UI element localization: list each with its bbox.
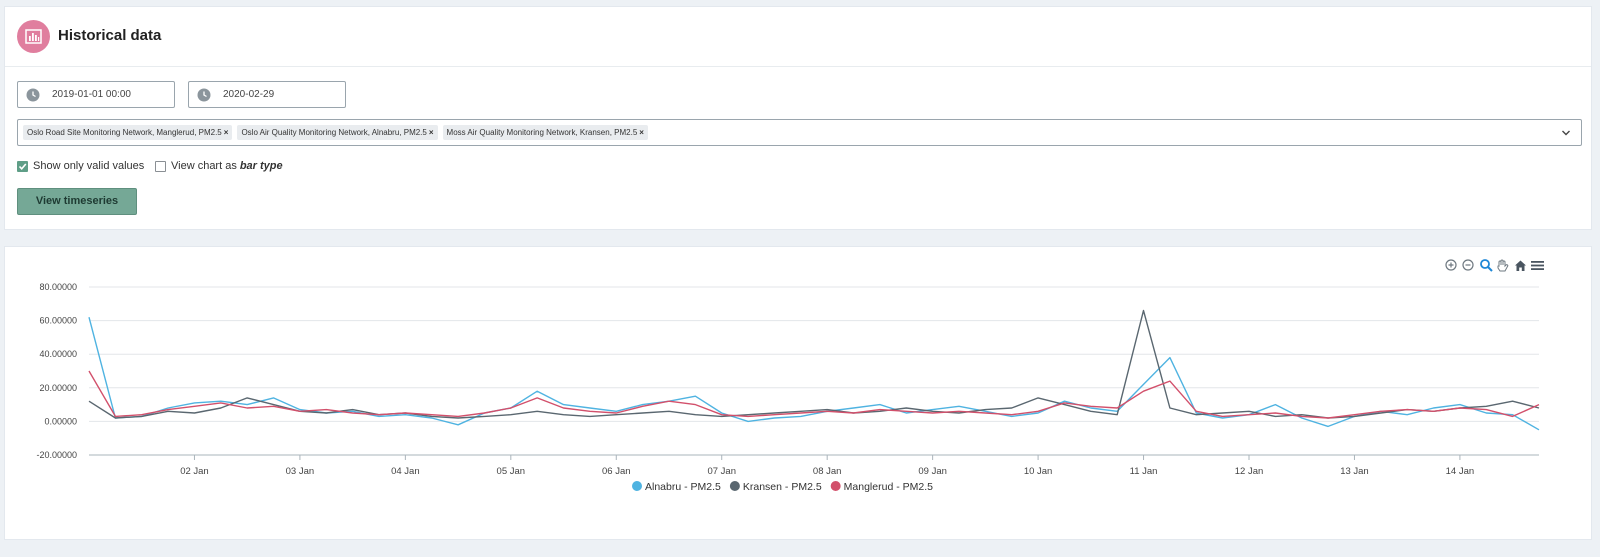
- remove-tag-icon[interactable]: ×: [428, 128, 434, 137]
- legend-marker: [830, 481, 841, 491]
- x-tick-label: 11 Jan: [1130, 466, 1158, 477]
- x-tick-label: 07 Jan: [707, 466, 736, 477]
- bar-type-checkbox[interactable]: View chart as bar type: [155, 160, 283, 172]
- y-tick-label: -20.00000: [36, 450, 77, 460]
- legend-label: Kransen - PM2.5: [743, 481, 822, 493]
- checkbox-checked-icon[interactable]: [17, 160, 28, 172]
- menu-icon[interactable]: [1531, 261, 1544, 270]
- series-line-alnabru: [88, 317, 1540, 431]
- view-chart-label: View chart as: [171, 160, 237, 172]
- panel-header: Historical data: [5, 7, 1591, 67]
- remove-tag-icon[interactable]: ×: [639, 128, 644, 137]
- bar-type-label: bar type: [239, 160, 283, 172]
- home-icon[interactable]: [1515, 260, 1526, 272]
- series-line-kransen: [88, 309, 1540, 419]
- legend-marker: [632, 481, 642, 491]
- checkbox-unchecked-icon[interactable]: [155, 160, 166, 172]
- legend-label: Manglerud - PM2.5: [844, 481, 933, 493]
- legend-item-manglerud[interactable]: Manglerud - PM2.5: [830, 481, 933, 493]
- y-tick-label: 0.00000: [44, 416, 77, 426]
- station-tag: Oslo Road Site Monitoring Network, Mangl…: [23, 125, 233, 140]
- y-tick-label: 60.00000: [39, 316, 77, 326]
- x-tick-label: 14 Jan: [1446, 466, 1475, 477]
- legend-marker: [729, 481, 740, 491]
- tag-label: Moss Air Quality Monitoring Network, Kra…: [446, 128, 638, 137]
- y-tick-label: 80.00000: [39, 282, 77, 292]
- x-tick-label: 10 Jan: [1024, 466, 1053, 477]
- pan-icon[interactable]: [1497, 259, 1509, 272]
- selected-tags: Oslo Road Site Monitoring Network, Mangl…: [23, 125, 648, 140]
- legend-item-kransen[interactable]: Kransen - PM2.5: [729, 481, 822, 493]
- show-valid-label: Show only valid values: [33, 160, 145, 172]
- x-tick-label: 06 Jan: [602, 466, 631, 477]
- x-tick-label: 13 Jan: [1340, 466, 1369, 477]
- clock-icon: [26, 88, 40, 102]
- zoom-in-icon[interactable]: [1445, 259, 1457, 271]
- x-tick-label: 08 Jan: [813, 466, 842, 477]
- chevron-down-icon[interactable]: [1561, 128, 1571, 138]
- x-tick-label: 04 Jan: [391, 466, 420, 477]
- start-date-input[interactable]: 2019-01-01 00:00: [17, 81, 175, 108]
- station-multiselect[interactable]: Oslo Road Site Monitoring Network, Mangl…: [17, 119, 1582, 146]
- end-date-value: 2020-02-29: [223, 89, 275, 100]
- clock-icon: [197, 88, 211, 102]
- filter-panel: Historical data 2019-01-01 00:00 2020-02…: [4, 6, 1592, 230]
- zoom-select-icon[interactable]: [1480, 259, 1493, 272]
- legend-label: Alnabru - PM2.5: [645, 481, 721, 493]
- remove-tag-icon[interactable]: ×: [223, 128, 229, 137]
- x-tick-label: 03 Jan: [286, 466, 315, 477]
- show-valid-checkbox[interactable]: Show only valid values: [17, 160, 144, 172]
- series-line-manglerud: [88, 370, 1540, 419]
- x-tick-label: 12 Jan: [1235, 466, 1264, 477]
- legend-item-alnabru[interactable]: Alnabru - PM2.5: [632, 481, 721, 493]
- chart-icon: [17, 20, 50, 53]
- y-tick-label: 20.00000: [39, 383, 77, 393]
- x-tick-label: 02 Jan: [180, 466, 209, 477]
- timeseries-chart: 80.00000 60.00000 40.00000 20.00000 0.00000 -…: [36, 259, 1544, 493]
- view-timeseries-button[interactable]: View timeseries: [17, 188, 137, 215]
- page-title: Historical data: [58, 27, 162, 44]
- x-tick-label: 05 Jan: [497, 466, 526, 477]
- zoom-out-icon[interactable]: [1462, 259, 1474, 271]
- end-date-input[interactable]: 2020-02-29: [188, 81, 346, 108]
- tag-label: Oslo Air Quality Monitoring Network, Aln…: [241, 128, 427, 137]
- chart-panel: 80.00000 60.00000 40.00000 20.00000 0.00000 -…: [4, 246, 1592, 540]
- station-tag: Oslo Air Quality Monitoring Network, Aln…: [237, 125, 438, 140]
- y-tick-label: 40.00000: [39, 349, 77, 359]
- start-date-value: 2019-01-01 00:00: [52, 89, 131, 100]
- x-tick-label: 09 Jan: [918, 466, 947, 477]
- tag-label: Oslo Road Site Monitoring Network, Mangl…: [27, 128, 222, 137]
- station-tag: Moss Air Quality Monitoring Network, Kra…: [442, 125, 648, 140]
